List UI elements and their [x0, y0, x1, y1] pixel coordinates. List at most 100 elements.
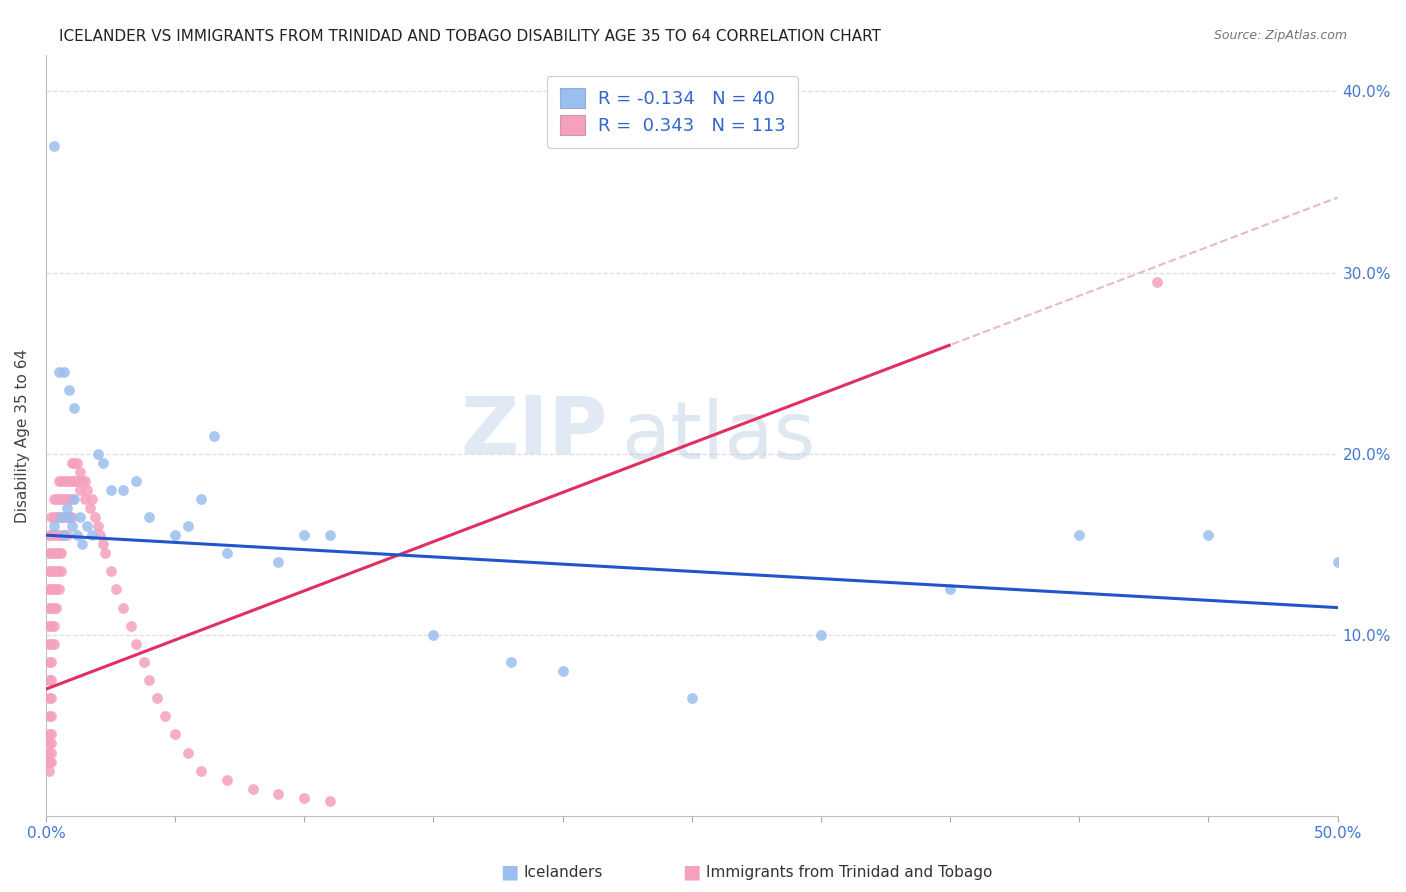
Point — [58, 510, 80, 524]
Point — [70, 537, 93, 551]
Point — [125, 474, 148, 488]
Point — [681, 691, 703, 706]
Point — [138, 673, 160, 687]
Text: ICELANDER VS IMMIGRANTS FROM TRINIDAD AND TOBAGO DISABILITY AGE 35 TO 64 CORRELA: ICELANDER VS IMMIGRANTS FROM TRINIDAD AN… — [59, 29, 882, 44]
Point — [499, 655, 522, 669]
Point — [69, 465, 91, 479]
Point — [42, 491, 65, 506]
Point — [45, 600, 67, 615]
Point — [165, 528, 187, 542]
Point — [422, 628, 444, 642]
Point — [38, 565, 60, 579]
Point — [60, 491, 83, 506]
Point — [60, 519, 83, 533]
Point — [39, 600, 62, 615]
Point — [51, 565, 73, 579]
Point — [112, 600, 135, 615]
Point — [58, 491, 80, 506]
Point — [63, 401, 86, 416]
Point — [38, 582, 60, 597]
Point — [42, 582, 65, 597]
Point — [319, 528, 342, 542]
Point — [39, 637, 62, 651]
Legend: R = -0.134   N = 40, R =  0.343   N = 113: R = -0.134 N = 40, R = 0.343 N = 113 — [547, 76, 797, 148]
Point — [38, 727, 60, 741]
Point — [48, 491, 70, 506]
Point — [42, 528, 65, 542]
Point — [51, 528, 73, 542]
Point — [91, 537, 114, 551]
Point — [267, 555, 290, 569]
Point — [39, 709, 62, 723]
Point — [190, 491, 212, 506]
Point — [242, 781, 264, 796]
Point — [89, 528, 111, 542]
Point — [100, 483, 122, 497]
Text: Immigrants from Trinidad and Tobago: Immigrants from Trinidad and Tobago — [706, 865, 993, 880]
Point — [215, 546, 238, 560]
Point — [45, 546, 67, 560]
Point — [51, 510, 73, 524]
Point — [39, 655, 62, 669]
Point — [76, 483, 98, 497]
Point — [39, 727, 62, 741]
Point — [38, 764, 60, 778]
Point — [39, 546, 62, 560]
Point — [53, 491, 76, 506]
Point — [39, 565, 62, 579]
Point — [48, 528, 70, 542]
Point — [38, 673, 60, 687]
Point — [70, 474, 93, 488]
Point — [48, 582, 70, 597]
Point — [63, 456, 86, 470]
Point — [73, 474, 96, 488]
Point — [48, 565, 70, 579]
Point — [94, 546, 117, 560]
Point — [51, 491, 73, 506]
Point — [165, 727, 187, 741]
Point — [38, 618, 60, 632]
Point — [120, 618, 142, 632]
Point — [53, 365, 76, 379]
Point — [39, 618, 62, 632]
Point — [53, 528, 76, 542]
Point — [39, 736, 62, 750]
Point — [146, 691, 169, 706]
Text: ZIP: ZIP — [461, 392, 607, 471]
Point — [1146, 275, 1168, 289]
Point — [38, 691, 60, 706]
Point — [134, 655, 156, 669]
Point — [1326, 555, 1348, 569]
Point — [810, 628, 832, 642]
Point — [45, 582, 67, 597]
Point — [45, 491, 67, 506]
Point — [138, 510, 160, 524]
Point — [58, 474, 80, 488]
Point — [177, 519, 200, 533]
Point — [79, 500, 101, 515]
Y-axis label: Disability Age 35 to 64: Disability Age 35 to 64 — [15, 349, 30, 523]
Point — [60, 456, 83, 470]
Point — [91, 456, 114, 470]
Point — [39, 755, 62, 769]
Point — [38, 637, 60, 651]
Text: Source: ZipAtlas.com: Source: ZipAtlas.com — [1213, 29, 1347, 42]
Point — [53, 528, 76, 542]
Point — [38, 600, 60, 615]
Point — [86, 519, 108, 533]
Point — [42, 637, 65, 651]
Point — [42, 138, 65, 153]
Point — [55, 491, 77, 506]
Point — [1069, 528, 1091, 542]
Point — [69, 510, 91, 524]
Point — [39, 746, 62, 760]
Point — [66, 474, 89, 488]
Point — [73, 491, 96, 506]
Point — [939, 582, 962, 597]
Point — [55, 510, 77, 524]
Point — [38, 709, 60, 723]
Point — [48, 365, 70, 379]
Point — [202, 428, 225, 442]
Point — [55, 528, 77, 542]
Point — [39, 691, 62, 706]
